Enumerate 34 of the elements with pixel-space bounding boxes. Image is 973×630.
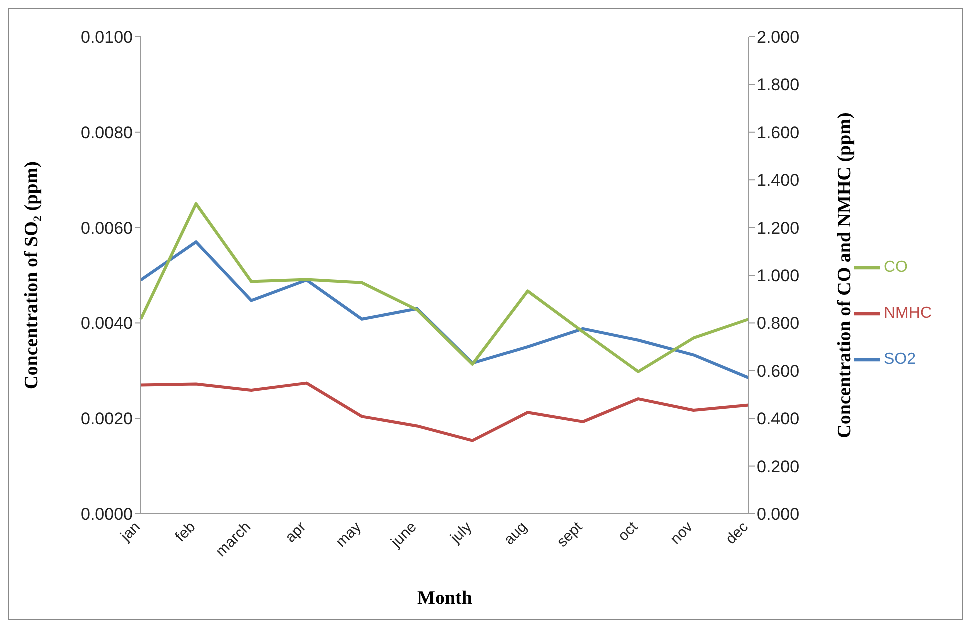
x-tick-label: july (446, 518, 476, 548)
x-tick-label: feb (172, 518, 200, 546)
line-series (140, 202, 750, 374)
legend-label: CO (884, 259, 908, 276)
x-tick-label: may (332, 518, 366, 551)
y2-tick-label: 0.600 (757, 362, 800, 381)
y2-tick-label: 0.800 (757, 314, 800, 334)
y-axis-title: Concentration of SO₂ (ppm) (22, 162, 43, 390)
y-tick-label: 0.0000 (81, 505, 133, 524)
y-tick-label: 0.0020 (81, 410, 133, 429)
x-tick-label: nov (667, 518, 697, 548)
y2-tick-label: 1.800 (757, 76, 800, 95)
y2-tick-label: 0.400 (757, 410, 800, 429)
y2-tick-label: 0.200 (757, 457, 800, 476)
y2-tick-label: 2.000 (757, 28, 800, 48)
y2-tick-label: 1.400 (757, 171, 800, 190)
legend-label: SO2 (884, 351, 916, 368)
y2-tick-label: 1.000 (757, 266, 800, 286)
x-axis-title: Month (418, 588, 473, 609)
x-tick-label: dec (722, 518, 752, 548)
y2-tick-label: 1.600 (757, 123, 800, 142)
y2-axis-title: Concentration of CO and NMHC (ppm) (834, 112, 856, 438)
legend-label: NMHC (884, 305, 932, 322)
y-tick-label: 0.0060 (81, 218, 133, 238)
y2-tick-label: 0.000 (757, 505, 800, 524)
x-tick-label: aug (501, 518, 531, 549)
x-tick-label: apr (282, 518, 310, 546)
x-tick-label: sept (554, 518, 587, 551)
x-tick-label: oct (615, 518, 642, 545)
y-tick-label: 0.0100 (81, 28, 133, 48)
line-series (140, 382, 750, 442)
y-tick-label: 0.0080 (81, 123, 133, 142)
y-tick-label: 0.0040 (81, 314, 133, 334)
y2-tick-label: 1.200 (757, 218, 800, 238)
